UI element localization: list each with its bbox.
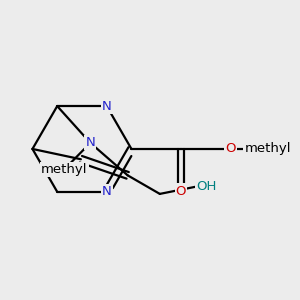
Text: N: N xyxy=(102,185,112,198)
Text: O: O xyxy=(176,184,186,197)
Text: methyl: methyl xyxy=(41,163,88,176)
Text: O: O xyxy=(225,142,236,155)
Text: methyl: methyl xyxy=(265,148,270,150)
Text: methyl: methyl xyxy=(244,142,291,155)
Text: N: N xyxy=(102,100,112,112)
Text: OH: OH xyxy=(196,180,217,193)
Text: N: N xyxy=(85,136,95,149)
